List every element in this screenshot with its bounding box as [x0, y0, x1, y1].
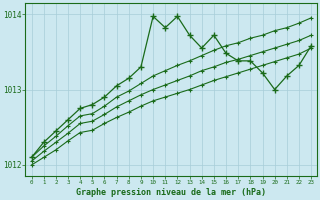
X-axis label: Graphe pression niveau de la mer (hPa): Graphe pression niveau de la mer (hPa): [76, 188, 266, 197]
